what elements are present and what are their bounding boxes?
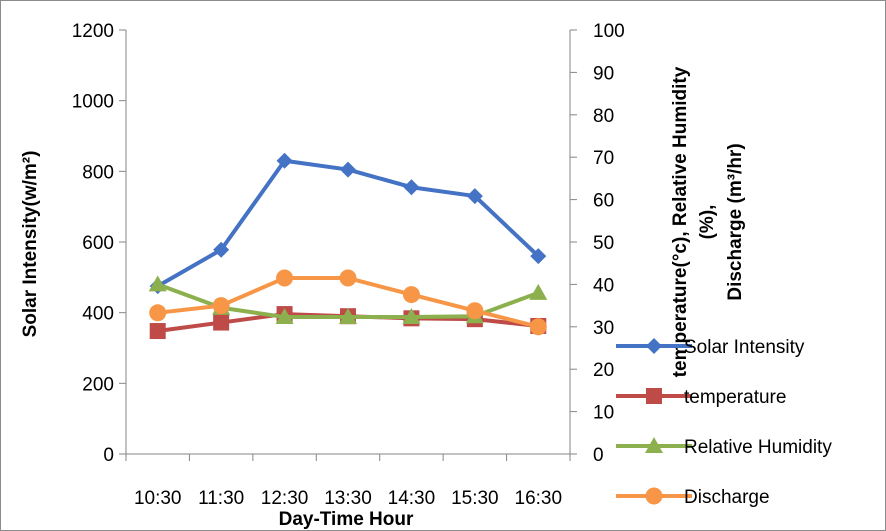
data-point-discharge — [276, 269, 294, 287]
x-tick-label: 16:30 — [515, 488, 563, 509]
y-left-tick-label: 1000 — [72, 92, 114, 113]
y-axis-right-title-line-3: Discharge (m³/hr) — [725, 143, 746, 300]
data-point-discharge — [339, 269, 357, 287]
legend-item-relative-humidity: Relative Humidity — [616, 437, 832, 458]
data-point-relative-humidity — [148, 275, 167, 292]
y-axis-left-title: Solar Intensity(w/m²) — [20, 151, 41, 338]
legend-marker-relative-humidity — [645, 437, 663, 453]
data-point-discharge — [529, 318, 547, 336]
legend-label-temperature: temperature — [684, 387, 786, 408]
x-tick-label: 11:30 — [198, 488, 244, 509]
x-axis-ticks: 10:30 11:30 12:30 13:30 14:30 15:30 16:30 — [125, 454, 571, 509]
data-point-relative-humidity — [402, 308, 421, 325]
y-axis-left-ticks: 0 200 400 600 800 1000 1200 — [72, 21, 126, 466]
y-right-tick-label: 40 — [593, 275, 614, 296]
y-left-tick-label: 200 — [82, 374, 114, 395]
x-tick-label: 15:30 — [451, 488, 499, 509]
y-right-tick-label: 100 — [593, 21, 625, 42]
x-tick-label: 13:30 — [324, 488, 372, 509]
y-right-tick-label: 50 — [593, 233, 614, 254]
data-point-temperature — [149, 323, 166, 340]
axes — [125, 30, 571, 455]
legend: Solar Intensity temperature Relative Humid… — [616, 337, 832, 508]
series-layer — [148, 152, 548, 340]
legend-marker-solar-intensity — [646, 338, 662, 354]
x-axis-title: Day-Time Hour — [279, 509, 414, 530]
y-left-tick-label: 600 — [82, 233, 114, 254]
x-tick-label: 10:30 — [134, 488, 182, 509]
data-point-solar-intensity — [530, 248, 547, 265]
y-right-tick-label: 0 — [593, 445, 604, 466]
data-point-relative-humidity — [275, 308, 294, 325]
legend-item-discharge: Discharge — [616, 487, 770, 508]
y-right-tick-label: 60 — [593, 191, 614, 212]
y-right-tick-label: 20 — [593, 360, 614, 381]
x-tick-label: 12:30 — [261, 488, 309, 509]
data-point-solar-intensity — [466, 188, 483, 205]
y-right-tick-label: 30 — [593, 318, 614, 339]
legend-label-relative-humidity: Relative Humidity — [684, 437, 832, 458]
y-right-tick-label: 80 — [593, 106, 614, 127]
y-right-tick-label: 70 — [593, 148, 614, 169]
series-line-solar-intensity — [156, 158, 540, 288]
y-left-tick-label: 800 — [82, 162, 114, 183]
data-point-solar-intensity — [340, 161, 356, 178]
legend-item-solar-intensity: Solar Intensity — [616, 337, 805, 358]
x-tick-label: 14:30 — [388, 488, 436, 509]
legend-marker-temperature — [646, 388, 662, 404]
y-axis-right-title: temperature(°c), Relative Humidity (%), … — [670, 66, 746, 377]
legend-label-discharge: Discharge — [684, 487, 770, 508]
data-point-discharge — [149, 304, 167, 322]
y-left-tick-label: 0 — [103, 445, 114, 466]
series-solar-intensity — [149, 152, 547, 295]
y-axis-right-title-line-2: (%), — [697, 205, 718, 240]
data-point-relative-humidity — [529, 283, 548, 300]
data-point-discharge — [402, 286, 420, 304]
y-axis-right-ticks: 0 10 20 30 40 50 60 70 80 90 100 — [570, 21, 625, 466]
data-point-solar-intensity — [276, 152, 293, 169]
data-point-temperature — [213, 314, 230, 331]
y-right-tick-label: 10 — [593, 403, 614, 424]
legend-item-temperature: temperature — [616, 387, 786, 408]
y-left-tick-label: 400 — [82, 304, 114, 325]
data-point-discharge — [212, 297, 230, 315]
data-point-solar-intensity — [403, 179, 420, 196]
y-left-tick-label: 1200 — [72, 21, 114, 42]
data-point-relative-humidity — [339, 308, 357, 325]
data-point-solar-intensity — [213, 241, 230, 258]
y-right-tick-label: 90 — [593, 63, 614, 84]
data-point-discharge — [466, 302, 484, 320]
legend-marker-discharge — [645, 487, 663, 505]
series-discharge — [149, 269, 547, 336]
y-axis-right-title-line-1: temperature(°c), Relative Humidity — [670, 66, 691, 377]
legend-label-solar-intensity: Solar Intensity — [684, 337, 805, 358]
